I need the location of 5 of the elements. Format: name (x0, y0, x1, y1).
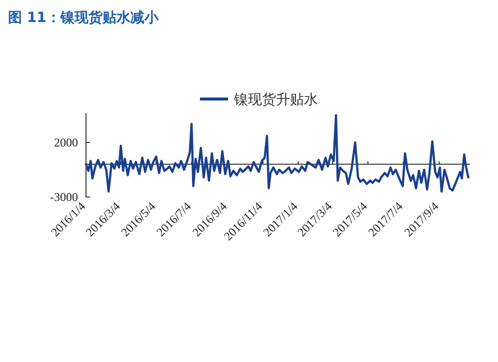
line-series (84, 114, 470, 193)
chart-title: 图 11：镍现货贴水减小 (8, 10, 160, 26)
y-tick-label: -3000 (50, 190, 78, 204)
legend-label: 镍现货升贴水 (233, 92, 318, 108)
y-tick-label: 2000 (54, 135, 78, 150)
